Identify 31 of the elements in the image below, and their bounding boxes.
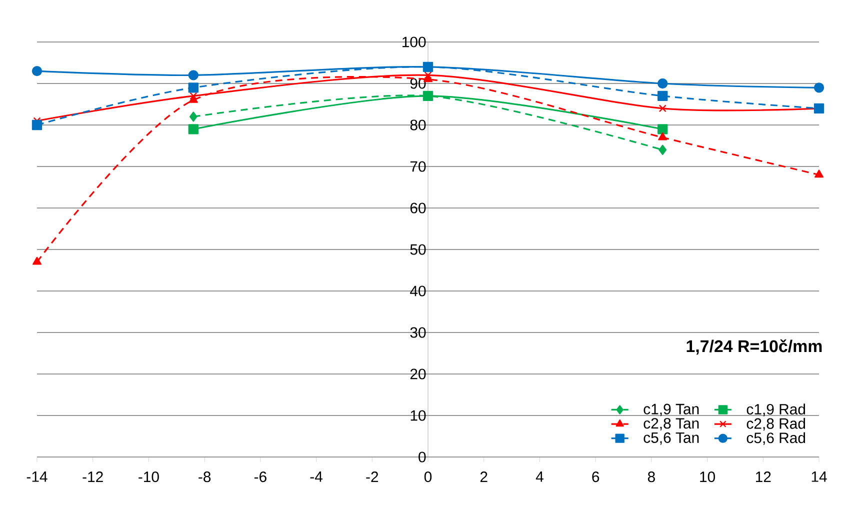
x-tick-label: -2: [366, 472, 378, 482]
y-tick-label: 100: [402, 36, 426, 48]
y-tick-label: 60: [410, 202, 426, 214]
legend-label: c1,9 Tan: [644, 404, 699, 416]
x-tick-label: 14: [812, 472, 827, 482]
x-tick-label: -8: [198, 472, 211, 482]
y-tick-label: 20: [410, 368, 426, 380]
x-tick-label: 6: [592, 472, 600, 482]
legend-label: c2,8 Tan: [644, 418, 699, 430]
legend-label: c5,6 Tan: [644, 432, 699, 445]
x-tick-label: -10: [138, 472, 159, 482]
legend-label: c2,8 Rad: [746, 418, 806, 431]
legend-label: c5,6 Rad: [746, 432, 806, 445]
y-tick-label: 40: [410, 286, 426, 296]
x-tick-label: 2: [480, 472, 488, 482]
y-tick-label: 80: [410, 120, 426, 130]
y-tick-label: 50: [410, 244, 426, 255]
x-tick-label: 4: [536, 472, 544, 482]
y-tick-label: 70: [410, 161, 426, 172]
y-tick-label: 0: [418, 452, 426, 462]
text: 1,7/24 R=10č/mm: [686, 339, 822, 355]
x-tick-label: -12: [82, 472, 103, 482]
y-tick-label: 10: [410, 410, 426, 421]
x-tick-label: 12: [756, 472, 771, 482]
x-tick-label: 10: [700, 472, 716, 482]
x-tick-label: -4: [310, 472, 322, 482]
y-tick-label: 30: [410, 327, 426, 338]
legend-label: c1,9 Rad: [746, 404, 806, 416]
x-tick-label: 8: [648, 472, 655, 482]
x-tick-label: -6: [254, 472, 266, 482]
x-tick-label: -14: [26, 472, 48, 482]
